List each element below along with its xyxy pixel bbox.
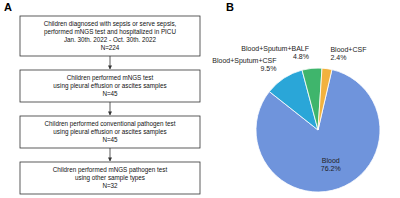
label-category: Blood+CSF [330, 46, 366, 53]
flow-text: Children performed mNGS testusing pleura… [53, 74, 166, 97]
flow-line: using pleural effusion or ascites sample… [53, 128, 166, 136]
flow-n: N=45 [102, 90, 118, 97]
flow-line: using other sample types [75, 174, 145, 182]
data-label: Blood+Sputum+CSF9.5% [212, 57, 276, 72]
flow-box [20, 116, 200, 148]
data-label: Blood76.2% [321, 157, 341, 172]
data-label: Blood+CSF2.4% [330, 46, 366, 61]
flow-n: N=45 [102, 136, 118, 143]
flow-line: Children diagnosed with sepsis or serve … [44, 20, 177, 28]
flowchart: Children diagnosed with sepsis or serve … [20, 16, 200, 194]
label-value: 2.4% [330, 54, 346, 61]
flow-line: Jan. 30th. 2022 - Oct. 30th. 2022 [64, 36, 157, 43]
flow-line: using pleural effusion or ascites sample… [53, 82, 166, 90]
flow-box [20, 70, 200, 102]
flow-line: Children performed mNGS test [67, 74, 154, 82]
flow-n: N=224 [101, 44, 120, 51]
panel-label: A [4, 1, 12, 13]
flow-line: Children performed conventional pathogen… [45, 120, 176, 128]
flow-text: Children performed mNGS pathogen testusi… [53, 166, 168, 189]
label-category: Blood+Sputum+CSF [212, 57, 276, 65]
flow-text: Children diagnosed with sepsis or serve … [44, 20, 177, 51]
pie [256, 68, 380, 192]
data-labels: Blood76.2%Blood+Sputum+CSF9.5%Blood+Sput… [212, 45, 366, 172]
flow-n: N=32 [102, 182, 118, 189]
figure: A Children diagnosed with sepsis or serve… [0, 0, 400, 198]
arrow [110, 102, 111, 115]
flow-line: performed mNGS test and hospitalized in … [44, 28, 176, 36]
panel-label: B [226, 1, 234, 13]
label-value: 76.2% [321, 165, 341, 172]
arrow [110, 56, 111, 69]
label-value: 4.8% [293, 53, 309, 60]
label-category: Blood [322, 157, 340, 164]
flow-box [20, 16, 200, 56]
pie-slice [318, 68, 332, 130]
flow-line: Children performed mNGS pathogen test [53, 166, 168, 174]
data-label: Blood+Sputum+BALF4.8% [241, 45, 309, 60]
label-category: Blood+Sputum+BALF [241, 45, 309, 53]
arrow [110, 148, 111, 161]
label-value: 9.5% [260, 65, 276, 72]
flow-text: Children performed conventional pathogen… [45, 120, 176, 143]
flow-box [20, 162, 200, 194]
